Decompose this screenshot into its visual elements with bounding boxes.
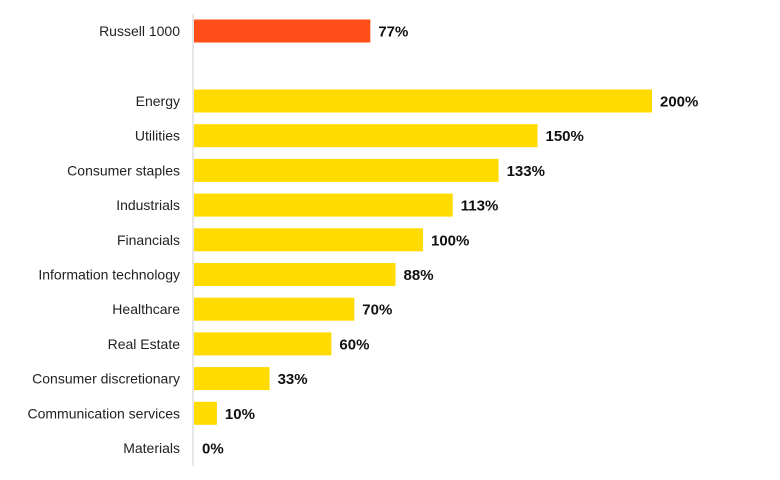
bar-financials [194, 228, 423, 252]
category-label-information-technology: Information technology [38, 267, 180, 283]
bar-communication-services [194, 401, 217, 425]
category-label-financials: Financials [117, 232, 180, 248]
value-label-consumer-discretionary: 33% [278, 371, 308, 388]
category-label-utilities: Utilities [135, 128, 180, 144]
category-label-industrials: Industrials [116, 197, 180, 213]
value-label-utilities: 150% [546, 128, 584, 145]
value-label-consumer-staples: 133% [507, 163, 545, 180]
bars-group [194, 19, 652, 425]
category-label-materials: Materials [123, 440, 180, 456]
category-label-communication-services: Communication services [28, 405, 181, 421]
value-label-information-technology: 88% [404, 267, 434, 284]
value-labels-group: 77% 200% 150% 133% 113% 100% 88% 70% 60% 33% 10% 0% [202, 24, 698, 458]
value-label-healthcare: 70% [362, 302, 392, 319]
value-label-industrials: 113% [461, 198, 499, 215]
category-label-healthcare: Healthcare [112, 301, 180, 317]
value-label-materials: 0% [202, 441, 224, 458]
category-label-consumer-staples: Consumer staples [67, 162, 180, 178]
bar-consumer-discretionary [194, 367, 270, 391]
category-label-real-estate: Real Estate [108, 336, 181, 352]
category-label-consumer-discretionary: Consumer discretionary [32, 371, 180, 387]
bar-information-technology [194, 263, 396, 286]
value-label-russell-1000: 77% [378, 24, 408, 41]
bar-industrials [194, 193, 453, 217]
category-labels-group: Russell 1000 Energy Utilities Consumer stap… [28, 23, 181, 456]
value-label-financials: 100% [431, 232, 469, 249]
bar-utilities [194, 124, 538, 148]
category-label-energy: Energy [136, 93, 180, 109]
category-label-russell-1000: Russell 1000 [99, 23, 180, 39]
bar-healthcare [194, 297, 355, 321]
value-label-energy: 200% [660, 94, 698, 111]
value-label-real-estate: 60% [339, 336, 369, 353]
bar-consumer-staples [194, 158, 499, 182]
bar-real-estate [194, 332, 332, 356]
value-label-communication-services: 10% [225, 406, 255, 423]
bar-russell-1000 [194, 19, 371, 43]
bar-energy [194, 89, 652, 113]
